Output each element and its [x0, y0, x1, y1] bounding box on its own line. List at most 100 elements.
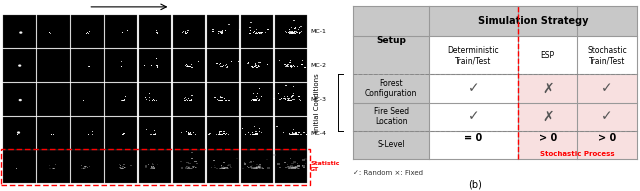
Bar [254, 134, 255, 135]
Bar [120, 165, 121, 166]
Bar [293, 33, 294, 34]
Bar [189, 166, 190, 167]
Bar [187, 32, 188, 33]
Bar [296, 133, 297, 134]
Bar [298, 96, 300, 97]
Bar [297, 165, 300, 167]
Bar [261, 32, 262, 33]
Bar [300, 100, 301, 101]
Bar [188, 66, 189, 67]
Bar [186, 166, 188, 167]
Bar [152, 163, 153, 164]
Bar [292, 168, 294, 169]
Bar [224, 167, 225, 168]
Bar [156, 58, 157, 59]
Bar [139, 83, 172, 116]
Bar [222, 167, 223, 168]
Bar [188, 168, 189, 169]
Bar [291, 168, 294, 169]
Bar [189, 168, 191, 169]
Bar [152, 168, 153, 169]
Bar [222, 134, 223, 135]
Bar [224, 168, 225, 169]
Bar [152, 168, 154, 169]
Bar [285, 99, 286, 100]
Bar [213, 160, 215, 161]
Text: Initial Conditions: Initial Conditions [314, 73, 320, 132]
Bar [253, 126, 255, 127]
Bar [253, 134, 254, 135]
Bar [288, 100, 289, 101]
Bar [289, 32, 291, 33]
Bar [207, 49, 239, 82]
Bar [253, 168, 255, 169]
Bar [289, 100, 290, 101]
Bar [259, 128, 260, 129]
Bar [279, 167, 281, 168]
Bar [283, 98, 285, 99]
Bar [221, 100, 222, 101]
Bar [221, 66, 223, 67]
Bar [55, 164, 56, 165]
Bar [288, 100, 289, 101]
Bar [223, 167, 226, 168]
Bar [92, 131, 93, 132]
Bar [292, 167, 295, 168]
Bar [291, 134, 293, 135]
Bar [250, 166, 252, 167]
Bar [146, 99, 147, 100]
Bar [289, 66, 290, 67]
Bar [83, 168, 84, 169]
Bar [51, 100, 52, 101]
Bar [292, 168, 294, 169]
Bar [287, 66, 289, 67]
Bar [225, 30, 226, 31]
Bar [258, 32, 260, 33]
Bar [299, 157, 301, 158]
Bar [429, 103, 518, 130]
Bar [225, 167, 227, 168]
Bar [188, 163, 191, 164]
Bar [151, 168, 153, 169]
Bar [253, 67, 254, 68]
Bar [221, 33, 222, 34]
Circle shape [20, 32, 22, 33]
Bar [207, 83, 239, 116]
Bar [299, 27, 300, 28]
Bar [223, 162, 225, 163]
Bar [255, 134, 256, 135]
Bar [293, 32, 294, 33]
Bar [261, 132, 262, 133]
Bar [221, 98, 223, 99]
Bar [294, 27, 296, 28]
Bar [289, 168, 290, 169]
Bar [193, 166, 195, 167]
Bar [152, 166, 154, 167]
Bar [228, 24, 230, 25]
Bar [297, 66, 298, 67]
Bar [151, 168, 152, 169]
Bar [288, 98, 290, 99]
Bar [120, 168, 121, 169]
Bar [291, 67, 292, 68]
Bar [577, 130, 637, 159]
Bar [292, 167, 296, 168]
Bar [122, 167, 123, 168]
Bar [299, 99, 300, 100]
Bar [124, 164, 125, 165]
Bar [191, 95, 193, 96]
Bar [255, 133, 257, 134]
Bar [291, 134, 292, 135]
Bar [260, 32, 261, 33]
Bar [289, 100, 290, 101]
Bar [214, 167, 216, 168]
Bar [3, 15, 36, 48]
Bar [53, 168, 54, 169]
Bar [266, 159, 268, 160]
Bar [292, 168, 293, 169]
Bar [296, 167, 298, 168]
Bar [230, 166, 231, 167]
Bar [287, 96, 289, 97]
Bar [219, 131, 221, 132]
Bar [209, 133, 211, 134]
